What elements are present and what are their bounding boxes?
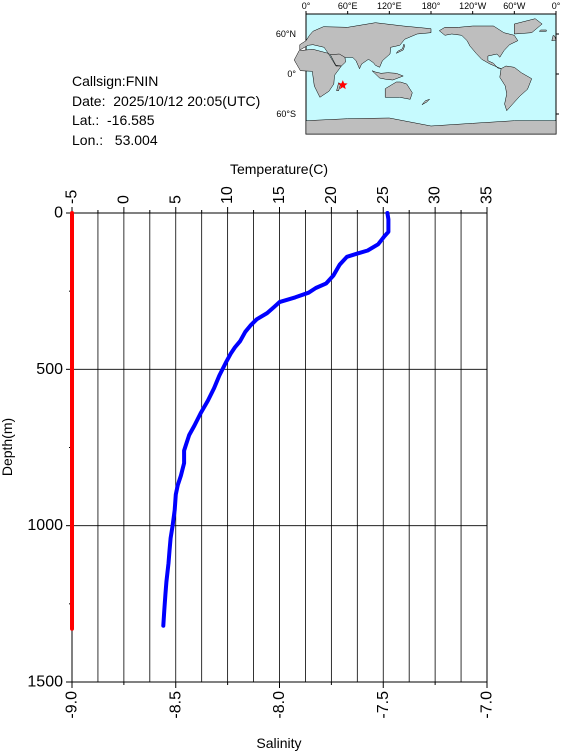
land-japan <box>395 43 405 54</box>
depth-tick-label: 0 <box>54 205 63 222</box>
depth-axis: 0 500 1000 1500 <box>27 205 72 691</box>
temperature-tick-label: 30 <box>427 186 444 204</box>
temperature-tick-label: -5 <box>64 190 81 204</box>
depth-axis-title: Depth(m) <box>0 418 15 476</box>
map-longitude-label: 60°E <box>338 1 358 11</box>
land-arabia-red-sea <box>329 53 346 67</box>
location-map: 0° 60°E 120°E 180° 120°W 60°W 0° 60°N 0° 60°S <box>276 1 561 135</box>
map-latitude-label: 60°S <box>276 109 296 119</box>
map-longitude-labels: 0° 60°E 120°E 180° 120°W 60°W 0° <box>302 1 561 11</box>
depth-tick-label: 500 <box>36 361 63 378</box>
map-longitude-label: 60°W <box>503 1 526 11</box>
temperature-tick-label: 5 <box>167 195 184 204</box>
salinity-tick-label: -9.0 <box>64 691 81 719</box>
map-position-marker <box>338 80 348 90</box>
salinity-tick-label: -8.5 <box>167 691 184 719</box>
temperature-tick-label: 10 <box>219 186 236 204</box>
salinity-tick-label: -7.5 <box>375 691 392 719</box>
map-latitude-label: 0° <box>287 69 296 79</box>
salinity-axis: -9.0 -8.5 -8.0 -7.5 -7.0 <box>64 682 496 719</box>
chart-grid <box>71 213 488 682</box>
land-greenland <box>514 18 543 35</box>
longitude-text: Lon.: 53.004 <box>72 131 158 148</box>
map-longitude-label: 120°W <box>459 1 487 11</box>
salinity-tick-label: -8.0 <box>271 691 288 719</box>
profile-series <box>70 211 391 631</box>
latitude-text: Lat.: -16.585 <box>72 112 155 128</box>
map-longitude-label: 180° <box>422 1 441 11</box>
plot-frame <box>71 212 488 683</box>
land-south-america <box>499 65 533 112</box>
temperature-axis-title: Temperature(C) <box>230 161 328 177</box>
temperature-tick-label: 15 <box>271 186 288 204</box>
map-latitude-labels: 60°N 0° 60°S <box>276 29 297 119</box>
map-graticule <box>305 11 559 115</box>
position-star-icon <box>338 80 348 90</box>
land-australia <box>384 81 413 100</box>
salinity-tick-label: -7.0 <box>479 691 496 719</box>
map-longitude-label: 0° <box>302 1 311 11</box>
map-latitude-label: 60°N <box>276 29 296 39</box>
land-africa <box>293 49 342 98</box>
temperature-tick-label: 25 <box>375 186 392 204</box>
land-antarctica <box>305 117 557 135</box>
land-iceland <box>538 29 547 32</box>
station-info: Callsign:FNIN Date: 2025/10/12 20:05(UTC… <box>72 72 260 150</box>
date-text: Date: 2025/10/12 20:05(UTC) <box>72 92 261 109</box>
land-north-america <box>438 25 519 69</box>
temperature-tick-label: 35 <box>479 186 496 204</box>
land-new-zealand <box>421 99 430 105</box>
map-longitude-label: 120°E <box>377 1 402 11</box>
temperature-tick-label: 0 <box>115 195 132 204</box>
depth-tick-label: 1000 <box>27 517 63 534</box>
temperature-tick-label: 20 <box>323 186 340 204</box>
callsign-text: Callsign:FNIN <box>72 73 159 89</box>
land-uk <box>551 34 557 42</box>
temperature-axis: -5 0 5 10 15 20 25 30 35 <box>64 186 496 213</box>
map-longitude-label: 0° <box>552 1 561 11</box>
depth-tick-label: 1500 <box>27 674 63 691</box>
temperature-profile-line <box>161 211 391 628</box>
land-indonesia <box>371 70 404 81</box>
salinity-axis-title: Salinity <box>256 735 301 751</box>
